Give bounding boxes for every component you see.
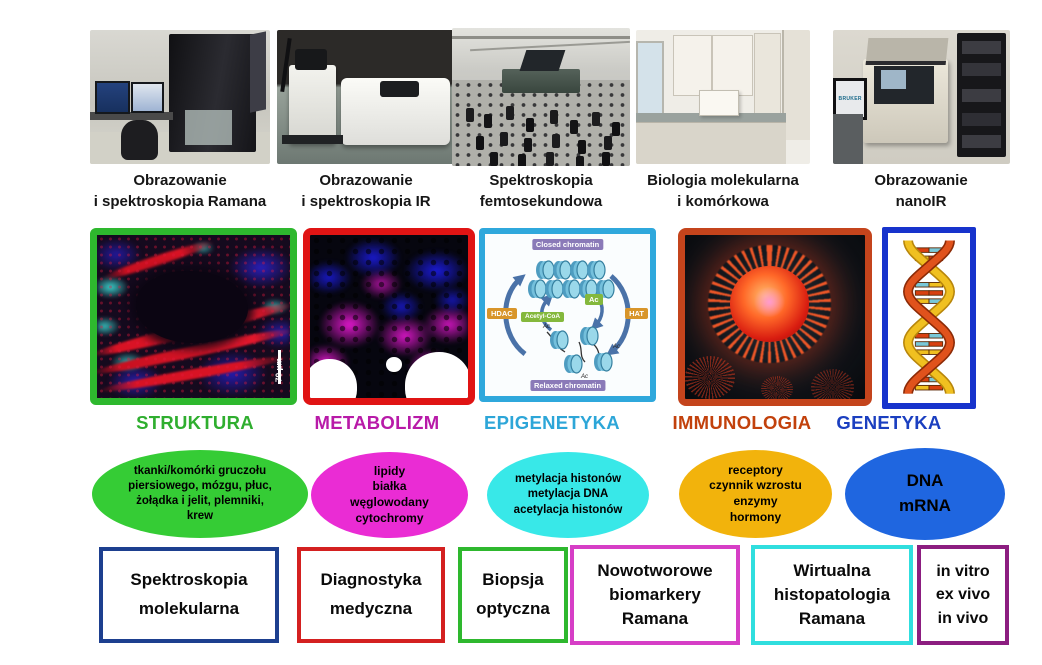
relaxed-chromatin-label: Relaxed chromatin (529, 380, 606, 391)
box-spektroskopia-molekularna: Spektroskopia molekularna (99, 547, 279, 643)
base-cabinets (636, 122, 786, 164)
wall-cabinets (672, 35, 753, 97)
caption-nanoir: Obrazowanie nanoIR (874, 172, 968, 210)
image-epigenetyka-diagram: Ac Ac Ac Closed chromatin Relaxed chroma… (479, 228, 656, 402)
dna-helix-graphic (903, 239, 955, 395)
ceiling-pipes (452, 36, 630, 40)
scale-label: 70 µm (273, 358, 283, 383)
photo-ir-lab (277, 30, 455, 164)
box-diagnostyka-medyczna: Diagnostyka medyczna (297, 547, 445, 643)
ir-spectrometer-slot (380, 80, 420, 97)
image-struktura-tissue: 70 µm (90, 228, 297, 405)
enclosure-open-door (250, 30, 267, 113)
photo-raman-lab (90, 30, 270, 164)
ellipse-epigenetyka: metylacja histonów metylacja DNA acetyla… (487, 452, 649, 538)
category-struktura: STRUKTURA (136, 412, 254, 433)
hat-label: HAT (625, 308, 648, 319)
dna-strands (903, 239, 955, 395)
bench-instrument (698, 90, 739, 117)
office-chair (120, 119, 159, 160)
ellipse-immunologia: receptory czynnik wzrostu enzymy hormony (679, 450, 832, 538)
desk-edge (833, 114, 864, 164)
bench-top (636, 113, 786, 123)
lab-desk (90, 111, 173, 120)
box-in-vitro-ex-vivo-in-vivo: in vitro ex vivo in vivo (917, 545, 1009, 645)
ac-small-label: Ac (580, 374, 588, 380)
cabinet-door-split (710, 35, 713, 95)
monitor-right (131, 82, 165, 114)
image-metabolizm-map: 10 µm (303, 228, 475, 405)
acetyl-coa-label: Acetyl-CoA (521, 312, 565, 322)
monitor-logo-text: BRUKER (838, 96, 862, 103)
box-wirtualna-histopatologia: Wirtualna histopatologia Ramana (751, 545, 913, 645)
small-spiky-cell (760, 376, 793, 399)
photo-femtosecond-lab (452, 28, 630, 166)
caption-ir: Obrazowanie i spektroskopia IR (301, 172, 431, 210)
rack-modules (962, 40, 1002, 55)
box-nowotworowe-biomarkery: Nowotworowe biomarkery Ramana (570, 545, 740, 645)
optic-mounts (466, 108, 475, 123)
ac-small-label: Ac (612, 344, 620, 350)
monitor-left (95, 80, 130, 115)
caption-molecular-biology: Biologia molekularna i komórkowa (647, 172, 799, 210)
photo-nanoir-lab: BRUKER (833, 30, 1010, 164)
ir-microscope-column (289, 64, 336, 143)
small-spiky-cell (811, 369, 855, 399)
image-genetyka-dna (882, 227, 976, 409)
closed-chromatin-label: Closed chromatin (531, 239, 604, 250)
scale-bar (318, 372, 346, 376)
ellipse-genetyka: DNA mRNA (845, 448, 1005, 540)
caption-femtosecond: Spektroskopia femtosekundowa (479, 172, 603, 210)
category-immunologia: IMMUNOLOGIA (672, 412, 812, 433)
category-genetyka: GENETYKA (836, 412, 942, 433)
white-lumen-small (385, 357, 402, 372)
scale-label: 10 µm (318, 380, 343, 390)
ir-stage (282, 134, 343, 144)
laser-lid-open (519, 50, 566, 71)
cell-glow (753, 287, 786, 317)
ac-small-label: Ac (542, 324, 550, 330)
nanoir-screen (880, 70, 906, 89)
hdac-label: HDAC (487, 308, 517, 319)
laser-housing (501, 69, 581, 93)
category-metabolizm: METABOLIZM (314, 412, 440, 433)
ac-label: Ac (585, 294, 603, 305)
nanoir-open-lid (865, 38, 948, 65)
optical-table (452, 80, 630, 166)
scale-bar (278, 350, 281, 384)
fume-hood (782, 30, 810, 140)
small-spiky-cell (685, 356, 736, 399)
image-immunologia-cell (678, 228, 872, 406)
box-biopsja-optyczna: Biopsja optyczna (458, 547, 568, 643)
dark-lumen-blob (135, 270, 248, 343)
window (636, 40, 665, 119)
photo-molecular-biology-lab (636, 30, 810, 164)
caption-raman: Obrazowanie i spektroskopia Ramana (93, 172, 267, 210)
enclosure-window (185, 110, 233, 146)
category-epigenetyka: EPIGENETYKA (484, 412, 620, 433)
ir-microscope-head (294, 48, 327, 71)
white-lumen (404, 352, 468, 398)
ellipse-struktura: tkanki/komórki gruczołu piersiowego, móz… (92, 450, 308, 538)
ellipse-metabolizm: lipidy białka węglowodany cytochromy (311, 452, 468, 538)
